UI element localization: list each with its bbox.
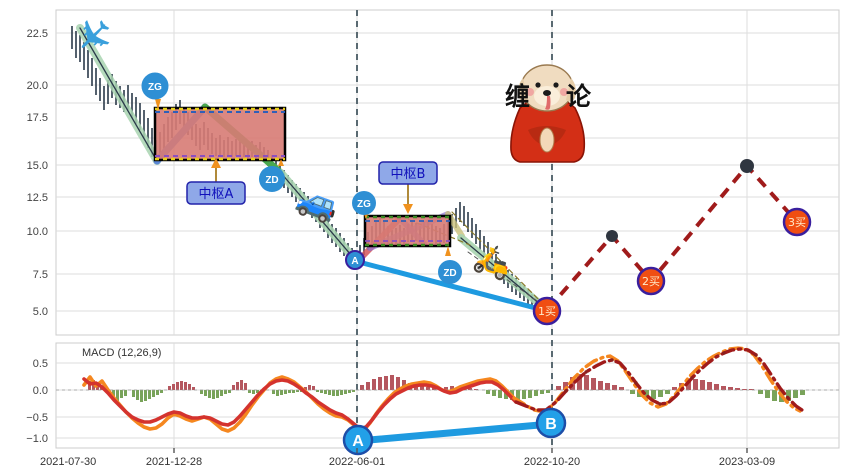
buy-markers: 1买 2买 3买: [532, 207, 812, 326]
macd-indicator-title: MACD (12,26,9): [82, 347, 161, 359]
pivot-label-zhongshu-a[interactable]: 中枢A: [186, 158, 246, 205]
macd-ytick-2: −0.5: [26, 412, 48, 424]
xtick-2: 2022-06-01: [329, 456, 385, 468]
macd-divergence-line: [354, 420, 555, 445]
vertical-marker-lines: [356, 10, 553, 448]
chanlun-mascot: 缠 论: [505, 64, 592, 163]
xtick-3: 2022-10-20: [524, 456, 580, 468]
mascot-ear-left: [518, 78, 528, 102]
macd-lines-projected: [512, 346, 804, 414]
logo-text-right: 论: [566, 82, 592, 111]
divergence-markers: A A B: [342, 250, 567, 456]
divergence-point-a-macd[interactable]: A: [342, 424, 374, 456]
buy-marker-3-label: 3买: [788, 216, 806, 229]
macd-ytick-0: 0.5: [33, 358, 48, 370]
mascot-eye-left: [535, 82, 541, 88]
price-ytick-6: 7.5: [33, 269, 48, 281]
zg-marker-b[interactable]: ZG: [352, 191, 376, 219]
zg-marker-a[interactable]: ZG: [141, 72, 169, 110]
projection-peak-2: [740, 159, 754, 173]
guide-dash-3: [467, 251, 548, 309]
macd-lines-historical: [82, 375, 518, 433]
buy-marker-1-label: 1买: [538, 305, 556, 318]
macd-projection-dots: [564, 351, 790, 406]
zd-marker-b[interactable]: ZD: [438, 246, 462, 284]
zd-marker-a[interactable]: ZD: [259, 159, 285, 192]
divergence-a-macd-label: A: [352, 433, 364, 450]
price-y-tick-labels: 22.5 20.0 17.5 15.0 12.5 10.0 7.5 5.0: [27, 28, 48, 318]
pivot-box-zhongshu-b: [363, 214, 452, 248]
zd-marker-b-label: ZD: [443, 268, 456, 279]
price-ytick-0: 22.5: [27, 28, 48, 40]
zg-marker-a-label: ZG: [148, 82, 162, 93]
mascot-blush-left: [526, 88, 534, 96]
zd-marker-a-label: ZD: [265, 175, 278, 186]
down-stroke-3: [460, 237, 548, 311]
macd-dif-line: [82, 377, 518, 431]
zg-zd-markers: ZG ZD ZG ZD: [141, 72, 462, 284]
mascot-blush-right: [560, 88, 568, 96]
price-ytick-5: 10.0: [27, 226, 48, 238]
macd-y-tick-labels: 0.5 0.0 −0.5 −1.0: [26, 358, 48, 445]
price-ytick-2: 17.5: [27, 112, 48, 124]
price-divergence-line: [352, 258, 550, 314]
x-tick-marks: [173, 448, 748, 453]
buy-marker-3[interactable]: 3买: [782, 207, 812, 237]
buy-marker-2-label: 2买: [642, 275, 660, 288]
divergence-b-macd-label: B: [545, 416, 557, 433]
divergence-point-a-price[interactable]: A: [345, 250, 365, 270]
down-stroke-1: [79, 27, 158, 162]
mascot-hands: [539, 127, 555, 153]
pivot-label-zhongshu-b[interactable]: 中枢B: [378, 161, 438, 214]
pivot-a-label-text: 中枢A: [199, 187, 234, 202]
divergence-point-b-macd[interactable]: B: [535, 407, 567, 439]
price-ytick-4: 12.5: [27, 192, 48, 204]
x-tick-labels: 2021-07-30 2021-12-28 2022-06-01 2022-10…: [40, 456, 775, 468]
pivot-b-label-text: 中枢B: [391, 167, 426, 182]
buy-marker-1[interactable]: 1买: [532, 296, 562, 326]
macd-ytick-3: −1.0: [26, 433, 48, 445]
xtick-4: 2023-03-09: [719, 456, 775, 468]
xtick-0: 2021-07-30: [40, 456, 96, 468]
mascot-ear-right: [566, 78, 576, 102]
xtick-1: 2021-12-28: [146, 456, 202, 468]
price-ytick-3: 15.0: [27, 160, 48, 172]
buy-marker-2[interactable]: 2买: [636, 266, 666, 296]
mascot-nose: [543, 90, 551, 96]
macd-dif-projection: [514, 347, 804, 412]
macd-ytick-1: 0.0: [33, 385, 48, 397]
mascot-tongue: [545, 96, 551, 110]
price-ytick-7: 5.0: [33, 306, 48, 318]
projection-peak-1: [606, 230, 618, 242]
down-stroke-2: [280, 172, 358, 263]
logo-text-left: 缠: [505, 82, 530, 111]
price-ytick-1: 20.0: [27, 80, 48, 92]
guide-dash-2: [451, 211, 548, 309]
zg-marker-b-label: ZG: [357, 199, 371, 210]
pivot-box-zhongshu-a: [153, 106, 287, 162]
divergence-a-price-label: A: [351, 256, 358, 267]
mascot-eye-right: [553, 82, 559, 88]
